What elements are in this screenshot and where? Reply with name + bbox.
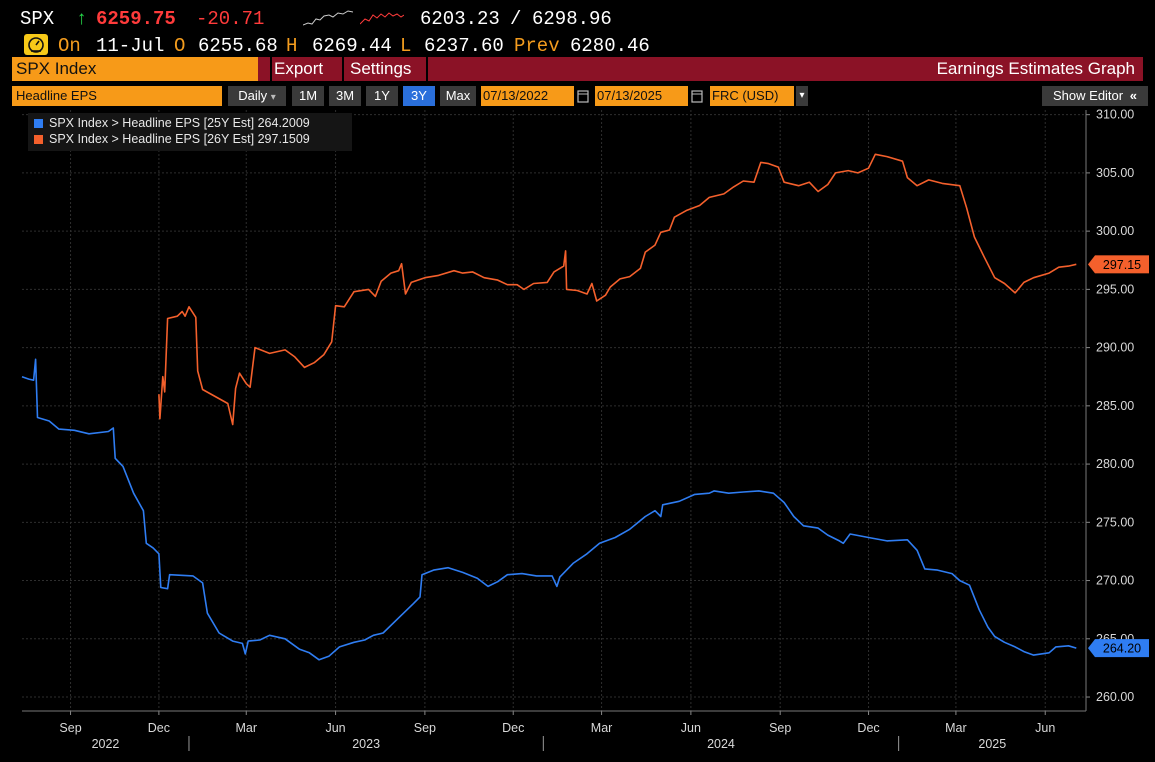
label-box [1095,639,1149,658]
prev-label: Prev [514,35,560,57]
low-value: 6237.60 [424,35,504,57]
earnings-chart[interactable]: Sep Dec Mar Jun Sep Dec Mar Jun Sep Dec Mar Jun 2022… [0,108,1155,762]
periodicity-label: Daily [238,88,268,103]
legend-series-name: SPX Index > Headline EPS [26Y Est] [49,132,255,146]
x-year-label: 2022 [92,737,120,751]
range-separator: / [510,8,522,30]
series-line-26y [158,153,1077,426]
legend-swatch [34,119,43,128]
y-tick-label: 260.00 [1096,690,1134,704]
on-label: On [58,35,81,57]
range-high: 6298.96 [532,8,612,30]
x-tick-label: Jun [325,721,345,735]
legend-series-value: 297.1509 [257,132,310,146]
legend-swatch [34,135,43,144]
x-axis: Sep Dec Mar Jun Sep Dec Mar Jun Sep Dec Mar Jun 2022… [22,710,1086,751]
range-sparkline-icon [360,12,404,25]
x-tick-label: Sep [769,721,791,735]
last-value-label: 264.20 [1088,639,1149,658]
end-date-input[interactable]: 07/13/2025 [595,86,688,106]
range-button-3m[interactable]: 3M [329,86,361,106]
y-tick-label: 285.00 [1096,399,1134,413]
range-button-1m[interactable]: 1M [292,86,324,106]
x-tick-label: Dec [502,721,524,735]
ticker-header: SPX ↑ 6259.75 -20.71 6203.23 / 6298.96 O… [0,0,1155,57]
security-field[interactable]: SPX Index [12,57,258,81]
prev-value: 6280.46 [570,35,650,57]
last-value-label: 297.15 [1088,255,1149,274]
chevron-down-icon: ▾ [270,92,276,103]
y-tick-label: 300.00 [1096,224,1134,238]
calendar-icon[interactable] [689,86,705,106]
open-label: O [174,35,186,57]
high-label: H [286,35,298,57]
divider [426,57,428,81]
x-tick-label: Dec [148,721,170,735]
currency-dropdown-icon[interactable]: ▾ [796,86,808,106]
high-value: 6269.44 [312,35,392,57]
series-line-25y [21,358,1077,661]
field-selector[interactable]: Headline EPS [12,86,222,106]
open-value: 6255.68 [198,35,278,57]
net-change: -20.71 [196,8,265,30]
low-label: L [400,35,412,57]
ticker-symbol: SPX [20,8,55,30]
export-button[interactable]: Export [274,59,324,78]
title-bar: SPX Index Export Settings Earnings Estim… [12,57,1143,81]
chart-grid [22,110,1086,711]
x-tick-label: Dec [857,721,879,735]
x-tick-label: Jun [681,721,701,735]
legend-item-25y[interactable]: SPX Index > Headline EPS [25Y Est] 264.2… [34,115,310,131]
x-year-label: 2025 [978,737,1006,751]
x-tick-label: Sep [414,721,436,735]
y-tick-label: 295.00 [1096,282,1134,296]
y-tick-label: 280.00 [1096,457,1134,471]
x-year-label: 2024 [707,737,735,751]
label-pointer [1088,639,1095,658]
label-pointer [1088,255,1095,274]
show-editor-label: Show Editor [1053,88,1124,103]
x-tick-label: Mar [591,721,613,735]
x-tick-label: Mar [945,721,967,735]
x-tick-label: Jun [1035,721,1055,735]
y-tick-label: 290.00 [1096,341,1134,355]
last-value-text: 264.20 [1103,642,1141,656]
range-button-max[interactable]: Max [440,86,476,106]
divider [342,57,344,81]
intraday-sparkline-icon [303,10,353,26]
calendar-icon[interactable] [575,86,591,106]
legend-series-name: SPX Index > Headline EPS [25Y Est] [49,116,255,130]
divider [270,57,272,81]
legend-item-26y[interactable]: SPX Index > Headline EPS [26Y Est] 297.1… [34,131,310,147]
x-tick-label: Sep [59,721,81,735]
x-year-label: 2023 [352,737,380,751]
collapse-icon: « [1129,88,1137,103]
chart-series [21,153,1077,661]
periodicity-dropdown[interactable]: Daily ▾ [228,86,286,106]
y-tick-label: 305.00 [1096,166,1134,180]
range-button-3y[interactable]: 3Y [403,86,435,106]
range-low: 6203.23 [420,8,500,30]
y-tick-label: 310.00 [1096,108,1134,122]
settings-button[interactable]: Settings [350,59,412,78]
last-price: 6259.75 [96,8,176,30]
legend-series-value: 264.2009 [257,116,310,130]
y-tick-label: 270.00 [1096,574,1134,588]
y-axis: 260.00265.00270.00275.00280.00285.00290.… [1085,108,1134,711]
y-tick-label: 275.00 [1096,515,1134,529]
function-title: Earnings Estimates Graph [936,59,1135,78]
start-date-input[interactable]: 07/13/2022 [481,86,574,106]
controls-bar: Headline EPS Daily ▾ 1M 3M 1Y 3Y Max 07/… [0,86,1155,106]
gauge-icon[interactable] [24,34,48,55]
show-editor-button[interactable]: Show Editor « [1042,86,1148,106]
chart-legend: SPX Index > Headline EPS [25Y Est] 264.2… [28,113,352,151]
x-tick-label: Mar [235,721,257,735]
series-last-labels: 264.20 297.15 [1088,255,1149,658]
last-value-text: 297.15 [1103,258,1141,272]
label-box [1095,255,1149,274]
currency-selector[interactable]: FRC (USD) [710,86,794,106]
up-arrow-icon: ↑ [76,8,88,30]
quote-date: 11-Jul [96,35,165,57]
range-button-1y[interactable]: 1Y [366,86,398,106]
